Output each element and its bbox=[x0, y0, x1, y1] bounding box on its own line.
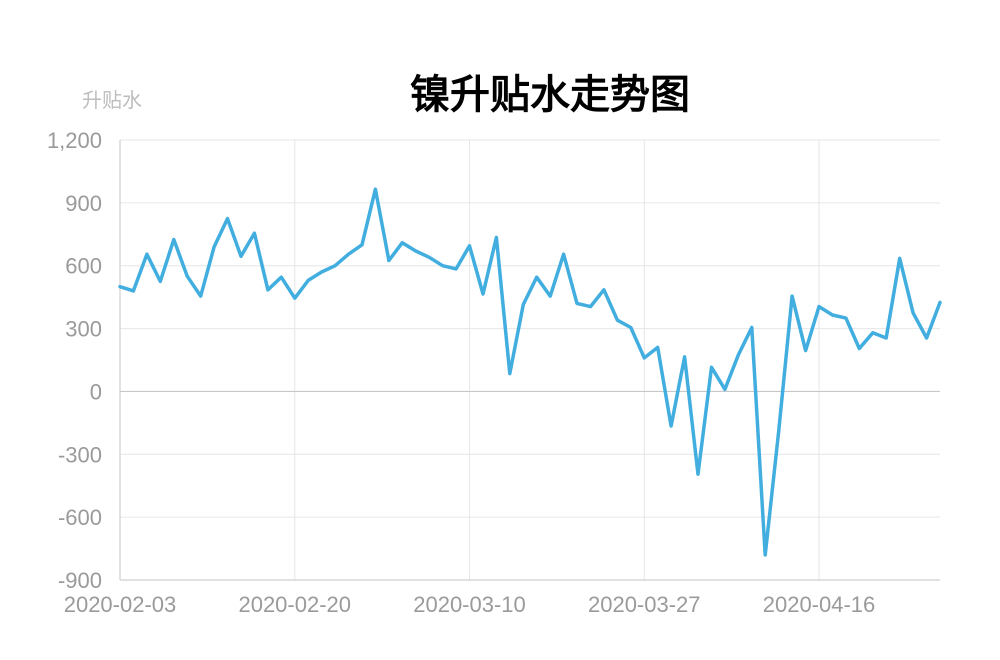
y-tick-label: 900 bbox=[65, 191, 102, 216]
x-tick-label: 2020-02-03 bbox=[64, 592, 177, 617]
axes bbox=[119, 140, 940, 581]
x-tick-label: 2020-04-16 bbox=[763, 592, 876, 617]
grid-lines bbox=[120, 139, 940, 581]
y-tick-label: 600 bbox=[65, 254, 102, 279]
chart-title: 镍升贴水走势图 bbox=[410, 72, 690, 118]
y-tick-label: -900 bbox=[58, 568, 102, 593]
y-tick-label: -300 bbox=[58, 442, 102, 467]
y-axis-label: 升贴水 bbox=[82, 88, 142, 112]
x-tick-label: 2020-03-27 bbox=[588, 592, 701, 617]
y-tick-label: 0 bbox=[90, 379, 102, 404]
y-tick-labels: 1,200 900 600 300 0 -300 -600 -900 bbox=[47, 128, 102, 593]
y-tick-label: 1,200 bbox=[47, 128, 102, 153]
y-tick-label: -600 bbox=[58, 505, 102, 530]
y-tick-label: 300 bbox=[65, 317, 102, 342]
x-tick-label: 2020-03-10 bbox=[413, 592, 526, 617]
x-tick-labels: 2020-02-03 2020-02-20 2020-03-10 2020-03-27… bbox=[64, 592, 876, 617]
series-group bbox=[118, 187, 942, 557]
series-line bbox=[118, 187, 942, 557]
x-tick-label: 2020-02-20 bbox=[238, 592, 351, 617]
